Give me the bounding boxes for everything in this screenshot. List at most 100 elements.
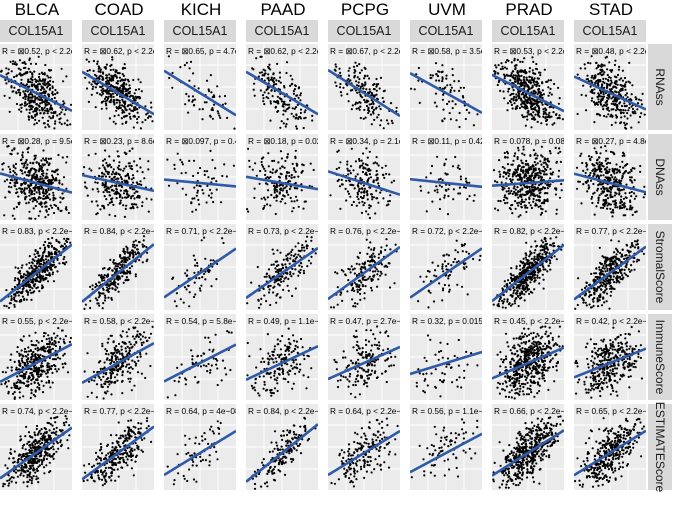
data-point bbox=[23, 187, 26, 190]
data-point bbox=[599, 65, 602, 68]
regression-line bbox=[328, 68, 400, 118]
data-point bbox=[97, 190, 100, 193]
data-point bbox=[599, 103, 603, 106]
data-point bbox=[52, 194, 55, 197]
data-point bbox=[121, 98, 124, 101]
data-point bbox=[96, 204, 99, 207]
data-point bbox=[468, 111, 471, 114]
data-point bbox=[274, 270, 278, 273]
data-point bbox=[173, 163, 176, 166]
data-point bbox=[435, 79, 438, 82]
data-point bbox=[25, 108, 28, 111]
data-point bbox=[513, 152, 517, 155]
data-point bbox=[534, 157, 537, 160]
data-point bbox=[532, 103, 536, 106]
data-point bbox=[123, 63, 126, 66]
data-point bbox=[525, 83, 528, 86]
data-point bbox=[540, 207, 543, 210]
regression-line bbox=[410, 177, 482, 189]
data-point bbox=[537, 174, 540, 177]
data-point bbox=[35, 103, 38, 106]
data-point bbox=[503, 194, 507, 197]
data-point bbox=[259, 169, 262, 173]
data-point bbox=[108, 194, 111, 197]
data-point bbox=[511, 175, 514, 178]
data-point bbox=[141, 201, 144, 204]
data-point bbox=[367, 169, 370, 172]
data-point bbox=[590, 80, 593, 83]
data-point bbox=[120, 117, 123, 120]
data-point bbox=[608, 109, 611, 112]
data-point bbox=[597, 175, 600, 178]
data-point bbox=[191, 197, 194, 200]
data-point bbox=[507, 174, 510, 178]
data-point bbox=[276, 292, 279, 296]
scatter-plot bbox=[574, 44, 646, 130]
data-point bbox=[124, 181, 127, 184]
data-point bbox=[359, 93, 362, 96]
data-point bbox=[188, 291, 191, 294]
data-point bbox=[105, 187, 108, 190]
data-point bbox=[617, 91, 620, 94]
data-point bbox=[47, 157, 50, 160]
data-point bbox=[276, 95, 279, 98]
data-point bbox=[108, 163, 111, 166]
data-point bbox=[512, 89, 515, 92]
data-point bbox=[540, 122, 543, 125]
gene-strip: COL15A1 bbox=[492, 20, 564, 42]
data-point bbox=[108, 191, 111, 194]
data-point bbox=[101, 164, 105, 167]
data-point bbox=[292, 115, 295, 118]
data-point bbox=[294, 84, 297, 88]
data-point bbox=[534, 163, 537, 166]
data-point bbox=[615, 80, 618, 83]
data-point bbox=[39, 265, 42, 268]
scatter-panel: R = ⊠0.28, p = 9.5e−08 bbox=[0, 134, 72, 220]
data-point bbox=[536, 103, 539, 106]
data-point bbox=[600, 187, 603, 190]
data-point bbox=[365, 210, 368, 213]
data-point bbox=[518, 176, 522, 179]
data-point bbox=[146, 251, 149, 254]
data-point bbox=[40, 168, 43, 171]
data-point bbox=[532, 72, 535, 75]
data-point bbox=[532, 111, 535, 114]
data-point bbox=[130, 165, 133, 168]
data-point bbox=[46, 244, 50, 247]
data-point bbox=[203, 236, 206, 239]
data-point bbox=[387, 122, 390, 125]
data-point bbox=[640, 99, 643, 102]
data-point bbox=[96, 181, 99, 184]
data-point bbox=[558, 97, 561, 100]
data-point bbox=[597, 201, 600, 204]
data-point bbox=[47, 213, 50, 216]
data-point bbox=[19, 298, 22, 302]
data-point bbox=[60, 67, 63, 70]
data-point bbox=[528, 185, 531, 189]
data-point bbox=[533, 83, 536, 86]
data-point bbox=[35, 106, 38, 109]
data-point bbox=[196, 261, 199, 265]
data-point bbox=[419, 189, 423, 192]
scatter-plot bbox=[492, 134, 564, 220]
data-point bbox=[33, 85, 37, 88]
data-point bbox=[131, 252, 134, 255]
data-point bbox=[34, 204, 37, 208]
data-point bbox=[553, 187, 557, 190]
data-point bbox=[41, 79, 44, 82]
data-point bbox=[39, 98, 43, 101]
data-point bbox=[34, 175, 37, 179]
data-point bbox=[141, 121, 144, 124]
data-point bbox=[214, 167, 217, 170]
scatter-panel: R = ⊠0.52, p < 2.2e−16 bbox=[0, 44, 72, 130]
data-point bbox=[51, 116, 55, 119]
data-point bbox=[103, 299, 107, 302]
data-point bbox=[39, 187, 43, 190]
data-point bbox=[28, 210, 31, 213]
data-point bbox=[129, 167, 132, 170]
data-point bbox=[385, 172, 388, 175]
data-point bbox=[276, 110, 279, 113]
data-point bbox=[282, 122, 285, 125]
data-point bbox=[119, 189, 122, 192]
data-point bbox=[119, 176, 123, 179]
